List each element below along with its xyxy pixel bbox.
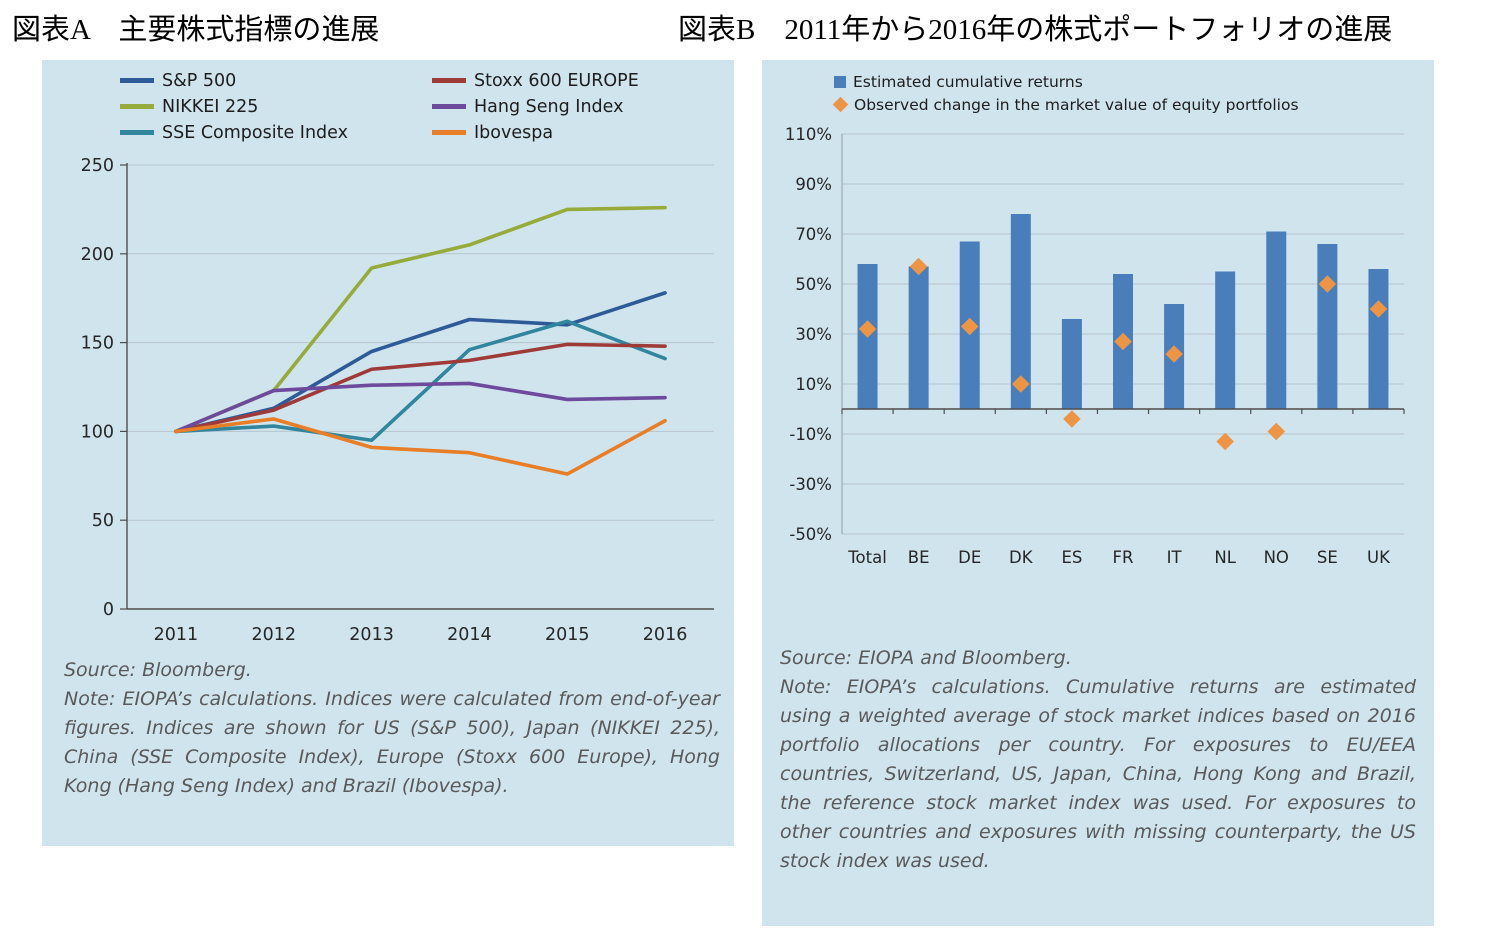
y-tick-label: 10%: [795, 375, 832, 394]
bar-se: [1317, 244, 1338, 409]
legend-label: SSE Composite Index: [162, 122, 348, 143]
bar-uk: [1368, 269, 1389, 409]
y-tick-label: 150: [81, 334, 114, 354]
legend-label: Stoxx 600 EUROPE: [474, 70, 639, 91]
y-tick-label: 110%: [785, 125, 832, 144]
bar-nl: [1215, 271, 1236, 409]
legend-label: Ibovespa: [474, 122, 554, 143]
diamond-fr: [1114, 332, 1132, 351]
bar-dk: [1010, 214, 1031, 409]
legend-line-swatch: [432, 78, 466, 83]
series-line-ibovespa: [174, 417, 667, 476]
chart-b-source: Source: EIOPA and Bloomberg.: [780, 647, 1072, 669]
series-line-sse-composite-index: [174, 319, 667, 443]
y-tick-label: 250: [81, 156, 114, 176]
chart-b-plot: 110% 90% 70% 50% 30% 10% -10% -30% -50% Total BE DE…: [785, 125, 1405, 567]
legend-square-swatch: [834, 75, 846, 88]
y-tick-label: 100: [81, 422, 114, 442]
legend-item-observed-change-in-the-market-value-of-equity-portfolios: Observed change in the market value of e…: [832, 93, 1434, 116]
x-tick-label: 2015: [545, 625, 590, 645]
diamond-no: [1267, 422, 1286, 441]
series-line-hang-seng-index: [174, 381, 667, 434]
category-label: Total: [847, 548, 887, 567]
chart-b-caption: Source: EIOPA and Bloomberg. Note: EIOPA…: [762, 644, 1434, 876]
series-line-stoxx-600-europe: [174, 342, 667, 434]
series-line-s-p-500: [174, 291, 667, 434]
legend-line-swatch: [432, 130, 466, 135]
category-label: NO: [1264, 548, 1289, 567]
chart-a-legend: S&P 500 NIKKEI 225 SSE Composite Index Stox…: [120, 70, 734, 143]
category-label: BE: [908, 548, 930, 567]
page-titles: 図表A 主要株式指標の進展 図表B 2011年から2016年の株式ポートフォリオ…: [0, 0, 1488, 48]
diamond-nl: [1216, 432, 1234, 451]
x-tick-label: 2016: [643, 625, 688, 645]
legend-label: S&P 500: [162, 70, 237, 91]
category-label: NL: [1214, 548, 1236, 567]
y-tick-label: 90%: [795, 175, 832, 194]
figure-a-title: 図表A 主要株式指標の進展: [12, 14, 380, 46]
legend-item-estimated-cumulative-returns: Estimated cumulative returns: [834, 70, 1434, 93]
x-tick-label: 2011: [154, 625, 199, 645]
legend-label: Observed change in the market value of e…: [854, 95, 1299, 114]
category-label: UK: [1367, 548, 1391, 567]
x-tick-label: 2013: [349, 625, 394, 645]
y-tick-label: 0: [103, 600, 114, 620]
diamond-se: [1318, 275, 1337, 293]
figure-b-panel: Estimated cumulative returns Observed cha…: [762, 60, 1434, 926]
x-tick-label: 2014: [447, 625, 492, 645]
diamond-es: [1063, 410, 1081, 428]
category-label: IT: [1167, 548, 1183, 567]
bar-no: [1266, 231, 1287, 409]
category-label: FR: [1113, 548, 1134, 567]
figure-b-title: 図表B 2011年から2016年の株式ポートフォリオの進展: [678, 14, 1393, 46]
category-label: DK: [1009, 548, 1034, 567]
y-tick-label: -10%: [789, 425, 832, 444]
chart-a-source: Source: Bloomberg.: [64, 659, 252, 681]
legend-label: NIKKEI 225: [162, 96, 259, 117]
legend-label: Hang Seng Index: [474, 96, 624, 117]
chart-b-note: Note: EIOPA’s calculations. Cumulative r…: [780, 676, 1416, 872]
bar-es: [1061, 319, 1082, 409]
legend-item-ibovespa: Ibovespa: [432, 122, 734, 143]
figure-panels: S&P 500 NIKKEI 225 SSE Composite Index Stox…: [0, 60, 1488, 926]
y-tick-label: -50%: [789, 525, 832, 544]
y-tick-label: 30%: [795, 325, 832, 344]
category-label: DE: [958, 548, 981, 567]
category-label: ES: [1061, 548, 1082, 567]
chart-b-legend: Estimated cumulative returns Observed cha…: [832, 70, 1434, 116]
legend-item-stoxx-600-europe: Stoxx 600 EUROPE: [432, 70, 734, 91]
legend-label: Estimated cumulative returns: [853, 72, 1083, 91]
chart-a-caption: Source: Bloomberg. Note: EIOPA’s calcula…: [42, 652, 734, 801]
legend-item-sse-composite-index: SSE Composite Index: [120, 122, 432, 143]
chart-a-note: Note: EIOPA’s calculations. Indices were…: [64, 688, 720, 797]
legend-item-hang-seng-index: Hang Seng Index: [432, 96, 734, 117]
y-tick-label: 50: [92, 511, 114, 531]
y-tick-label: 200: [81, 245, 114, 265]
category-label: SE: [1317, 548, 1338, 567]
x-tick-label: 2012: [251, 625, 296, 645]
y-tick-label: 70%: [795, 225, 832, 244]
bar-be: [908, 266, 929, 409]
legend-item-s-p-500: S&P 500: [120, 70, 432, 91]
legend-line-swatch: [120, 130, 154, 135]
y-tick-label: 50%: [795, 275, 832, 294]
legend-line-swatch: [120, 78, 154, 83]
legend-item-nikkei-225: NIKKEI 225: [120, 96, 432, 117]
legend-line-swatch: [120, 104, 154, 109]
chart-a-plot: 250 200 150 100 50 0 2011 2012 2013 2014 2015 2016: [81, 156, 714, 645]
legend-diamond-swatch: [832, 96, 849, 113]
figure-a-panel: S&P 500 NIKKEI 225 SSE Composite Index Stox…: [42, 60, 734, 846]
y-tick-label: -30%: [789, 475, 832, 494]
legend-line-swatch: [432, 104, 466, 109]
